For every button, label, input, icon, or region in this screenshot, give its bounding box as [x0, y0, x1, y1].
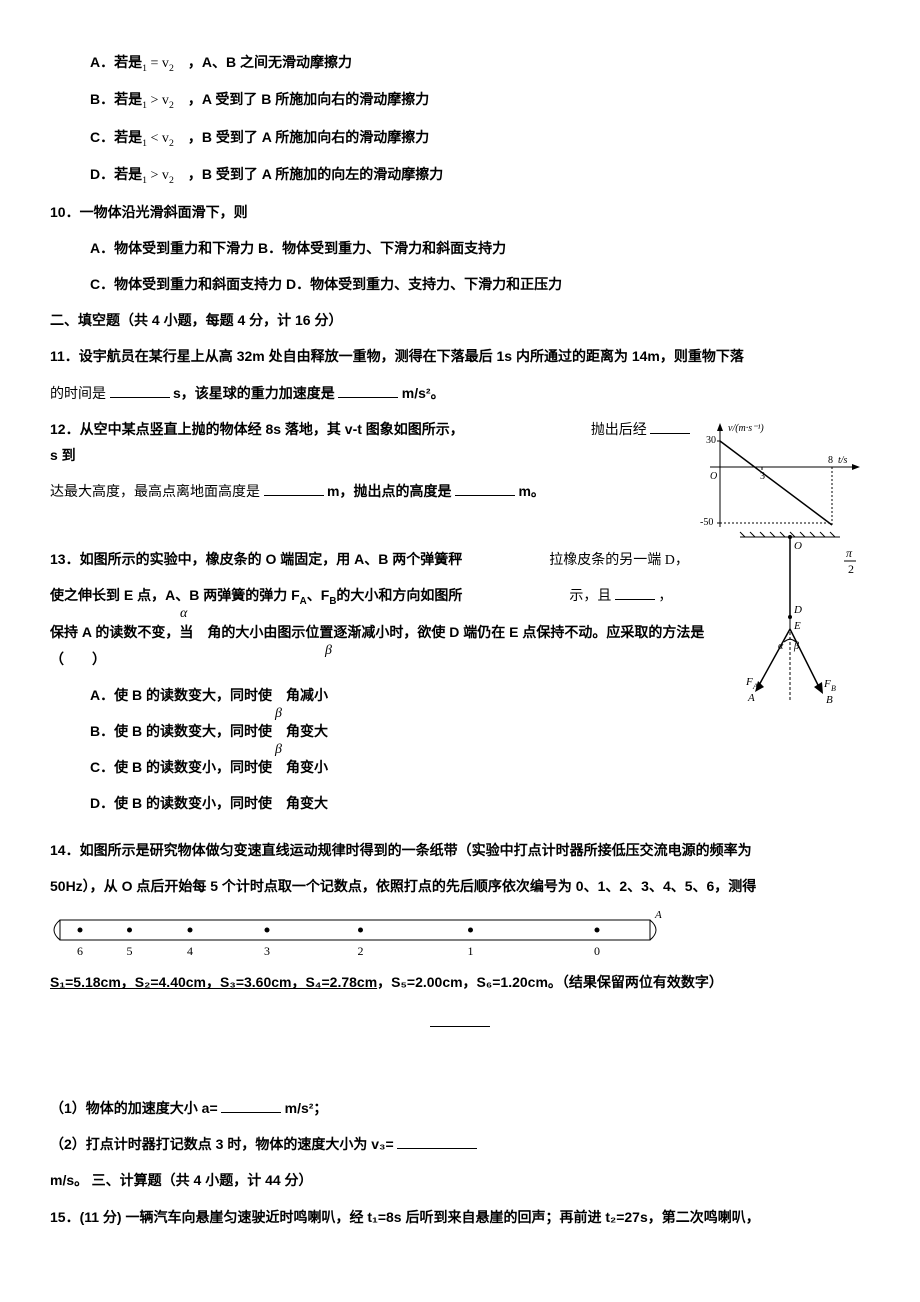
- q14-line2: 50Hz），从 O 点后开始每 5 个计时点取一个记数点，依照打点的先后顺序依次…: [50, 874, 870, 900]
- svg-text:0: 0: [594, 944, 600, 958]
- q14-sub2: （2）打点计时器打记数点 3 时，物体的速度大小为 v₃=: [50, 1132, 870, 1158]
- svg-text:α: α: [778, 641, 784, 652]
- q14-line3: S₁=5.18cm，S₂=4.40cm，S₃=3.60cm，S₄=2.78cm，…: [50, 970, 870, 996]
- svg-text:2: 2: [848, 562, 854, 576]
- q12-blank-h1[interactable]: [264, 481, 324, 496]
- q14-workspace: [50, 1026, 870, 1086]
- q14-tape-figure: A 6 5 4 3 2 1 0: [50, 910, 870, 960]
- q15-line1: 15．(11 分) 一辆汽车向悬崖匀速驶近时鸣喇叭，经 t₁=8s 后听到来自悬…: [50, 1205, 870, 1231]
- q14-sub2-end: m/s。 三、计算题（共 4 小题，计 44 分）: [50, 1168, 870, 1194]
- q11-blank-time[interactable]: [110, 383, 170, 398]
- q9-option-a: A．若是1 = v2 ，A、B 之间无滑动摩擦力: [50, 50, 870, 77]
- svg-text:F: F: [745, 676, 753, 688]
- q10-stem: 10．一物体沿光滑斜面滑下，则: [50, 200, 870, 226]
- q14-sub1: （1）物体的加速度大小 a= m/s²；: [50, 1096, 870, 1122]
- svg-text:A: A: [654, 910, 662, 921]
- q10-options-cd: C．物体受到重力和斜面支持力 D．物体受到重力、支持力、下滑力和正压力: [50, 272, 870, 298]
- svg-text:6: 6: [77, 944, 83, 958]
- svg-text:1: 1: [468, 944, 474, 958]
- q13-option-c: C．使 B 的读数变小，同时使 角变小: [50, 755, 870, 781]
- svg-text:8: 8: [828, 455, 833, 466]
- q11-blank-g[interactable]: [338, 383, 398, 398]
- svg-text:4: 4: [187, 944, 193, 958]
- q11-line2: 的时间是 s，该星球的重力加速度是 m/s²。: [50, 381, 870, 407]
- q9-option-b: B．若是1 > v2 ，A 受到了 B 所施加向右的滑动摩擦力: [50, 87, 870, 114]
- svg-text:5: 5: [127, 944, 133, 958]
- q13-force-diagram: π 2 O D E α β F A A F B B: [730, 527, 870, 707]
- svg-text:-50: -50: [700, 517, 713, 528]
- svg-text:π: π: [846, 546, 853, 560]
- svg-text:2: 2: [358, 944, 364, 958]
- q12-blank-t[interactable]: [650, 419, 690, 434]
- q13-blank-cond[interactable]: [615, 585, 655, 600]
- svg-text:A: A: [752, 682, 758, 691]
- q13-beta-inline1: β: [325, 638, 332, 663]
- q13-option-d: D．使 B 的读数变小，同时使 角变大: [50, 791, 870, 817]
- q14-line1: 14．如图所示是研究物体做匀变速直线运动规律时得到的一条纸带（实验中打点计时器所…: [50, 838, 870, 864]
- svg-text:β: β: [793, 641, 799, 652]
- svg-text:D: D: [793, 604, 802, 616]
- q14-blank-v3[interactable]: [397, 1134, 477, 1149]
- svg-text:O: O: [710, 471, 717, 482]
- q13-alpha-inline: α: [180, 601, 187, 626]
- q13-option-b: B．使 B 的读数变大，同时使 角变大: [50, 719, 870, 745]
- svg-text:B: B: [831, 684, 836, 693]
- q11-line1: 11．设宇航员在某行星上从高 32m 处自由释放一重物，测得在下落最后 1s 内…: [50, 344, 870, 370]
- svg-text:3: 3: [264, 944, 270, 958]
- q9-option-c: C．若是1 < v2 ，B 受到了 A 所施加向右的滑动摩擦力: [50, 125, 870, 152]
- q10-options-ab: A．物体受到重力和下滑力 B．物体受到重力、下滑力和斜面支持力: [50, 236, 870, 262]
- svg-text:v/(m·s⁻¹): v/(m·s⁻¹): [728, 423, 764, 434]
- q14-blank-a[interactable]: [221, 1098, 281, 1113]
- q9-option-d: D．若是1 > v2 ，B 受到了 A 所施加的向左的滑动摩擦力: [50, 162, 870, 189]
- svg-text:B: B: [826, 694, 833, 706]
- svg-text:A: A: [747, 692, 755, 704]
- svg-text:E: E: [793, 620, 801, 632]
- q12-vt-graph: v/(m·s⁻¹) t/s O 30 3 8 -50: [700, 417, 870, 537]
- svg-text:30: 30: [706, 435, 716, 446]
- svg-text:O: O: [794, 540, 802, 552]
- section-2-header: 二、填空题（共 4 小题，每题 4 分，计 16 分）: [50, 308, 870, 334]
- svg-text:t/s: t/s: [838, 455, 848, 466]
- q12-blank-h2[interactable]: [455, 481, 515, 496]
- svg-text:F: F: [823, 678, 831, 690]
